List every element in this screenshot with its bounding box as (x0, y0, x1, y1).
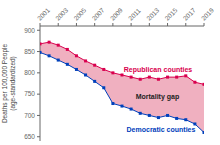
svg-text:850: 850 (24, 48, 35, 55)
svg-text:2015: 2015 (163, 6, 178, 21)
svg-text:750: 750 (24, 90, 35, 97)
svg-text:700: 700 (24, 112, 35, 119)
svg-text:Democratic counties: Democratic counties (127, 126, 196, 133)
svg-text:2001: 2001 (36, 6, 51, 21)
svg-text:2011: 2011 (127, 7, 142, 22)
svg-text:2005: 2005 (72, 6, 87, 21)
svg-text:2019: 2019 (200, 6, 215, 21)
svg-text:650: 650 (24, 133, 35, 140)
svg-text:2017: 2017 (182, 6, 197, 21)
svg-text:2003: 2003 (54, 6, 69, 21)
svg-text:800: 800 (24, 69, 35, 76)
svg-text:Republican counties: Republican counties (124, 66, 193, 74)
svg-text:900: 900 (24, 27, 35, 34)
svg-text:2007: 2007 (90, 6, 105, 21)
svg-text:2013: 2013 (145, 6, 160, 21)
svg-text:2009: 2009 (109, 6, 124, 21)
svg-text:Deaths per 100,000 People(age-: Deaths per 100,000 People(age-standardiz… (1, 44, 17, 124)
svg-text:Mortality gap: Mortality gap (136, 93, 180, 101)
